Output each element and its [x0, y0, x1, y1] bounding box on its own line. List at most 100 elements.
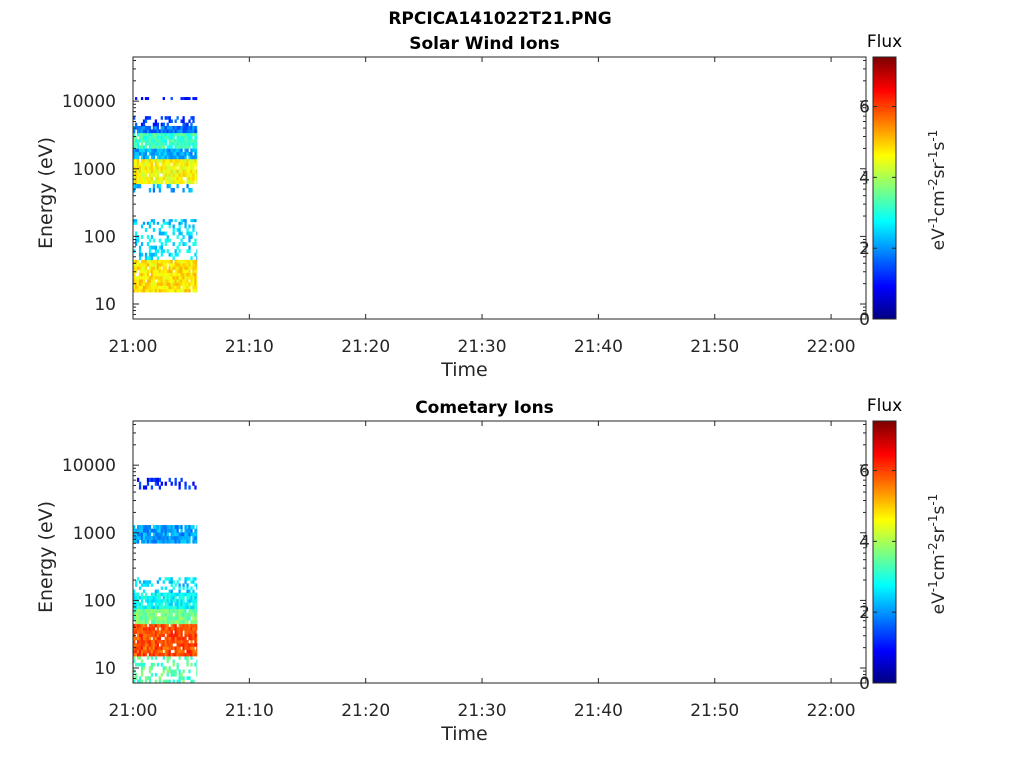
data-cell: [133, 221, 136, 225]
colorbar-frame: [872, 56, 897, 320]
data-cell: [194, 145, 197, 149]
data-cell: [140, 272, 144, 277]
data-cell: [133, 275, 136, 280]
data-cell: [170, 285, 173, 290]
data-cell: [172, 142, 175, 146]
colorbar-segment: [873, 257, 896, 261]
colorbar-segment: [873, 59, 896, 62]
data-cell: [172, 662, 175, 667]
data-cell: [168, 252, 171, 257]
data-cell: [178, 633, 181, 638]
colorbar-segment: [873, 111, 896, 115]
data-cell: [190, 142, 193, 146]
data-cell: [194, 539, 197, 544]
data-cell: [190, 169, 193, 174]
y-axis-label: Energy (eV): [35, 137, 57, 249]
colorbar-segment: [873, 482, 896, 485]
data-cell: [152, 188, 156, 193]
data-cell: [142, 122, 146, 127]
data-cell: [142, 139, 146, 143]
data-cell: [144, 263, 148, 267]
data-cell: [186, 151, 189, 156]
data-cell: [194, 592, 197, 597]
data-cell: [136, 627, 140, 631]
data-cell: [152, 662, 156, 667]
data-cell: [150, 148, 154, 153]
data-cell: [180, 219, 183, 223]
data-cell: [186, 620, 189, 625]
data-cell: [148, 238, 152, 243]
data-cell: [188, 119, 191, 123]
data-cell: [170, 577, 173, 581]
data-cell: [172, 652, 175, 657]
data-cell: [160, 646, 163, 650]
data-cell: [164, 116, 167, 120]
data-cell: [133, 592, 136, 597]
data-cell: [196, 616, 198, 621]
data-cell: [178, 481, 181, 486]
colorbar-segment: [873, 94, 896, 97]
data-cell: [162, 288, 165, 293]
data-cell: [160, 662, 163, 667]
data-cell: [192, 263, 195, 267]
data-cell: [156, 169, 160, 174]
data-cell: [154, 132, 158, 137]
data-cell: [178, 608, 181, 613]
data-cell: [172, 679, 175, 684]
data-cell: [138, 180, 142, 185]
data-cell: [190, 275, 193, 280]
colorbar-segment: [873, 120, 896, 123]
data-cell: [146, 158, 150, 163]
data-cell: [158, 148, 161, 153]
data-cell: [142, 119, 146, 123]
data-cell: [152, 608, 156, 613]
data-cell: [184, 259, 187, 264]
data-cell: [142, 176, 146, 181]
data-cell: [174, 599, 177, 603]
data-cell: [148, 595, 152, 600]
data-cell: [138, 608, 142, 613]
data-cell: [188, 592, 191, 597]
data-cell: [148, 249, 152, 254]
colorbar-segment: [873, 464, 896, 468]
data-cell: [192, 592, 195, 597]
data-cell: [170, 279, 173, 283]
data-cell: [178, 135, 181, 140]
data-cell: [142, 630, 146, 634]
data-cell: [134, 151, 138, 156]
data-cell: [156, 180, 160, 185]
data-cell: [146, 263, 150, 267]
data-cell: [166, 612, 169, 617]
data-cell: [136, 602, 140, 606]
data-cell: [196, 525, 198, 530]
data-cell: [158, 623, 161, 628]
data-cell: [190, 259, 193, 264]
data-cell: [162, 125, 165, 130]
data-cell: [150, 602, 154, 606]
data-cell: [152, 180, 156, 185]
colorbar-segment: [873, 667, 896, 671]
data-cell: [180, 627, 183, 631]
data-cell: [164, 643, 167, 647]
data-cell: [136, 158, 140, 163]
data-cell: [170, 275, 173, 280]
data-cell: [192, 285, 195, 290]
data-cell: [160, 586, 163, 590]
data-cell: [186, 249, 189, 254]
colorbar-segment: [873, 65, 896, 69]
data-cell: [190, 623, 193, 628]
data-cell: [144, 228, 148, 232]
data-cell: [178, 173, 181, 177]
data-cell: [148, 142, 152, 146]
data-cell: [152, 132, 156, 137]
colorbar-segment: [873, 680, 896, 684]
colorbar-segment: [873, 157, 896, 161]
data-cell: [154, 656, 158, 660]
data-cell: [172, 231, 175, 236]
colorbar-segment: [873, 284, 896, 287]
data-cell: [156, 532, 160, 537]
data-cell: [158, 135, 161, 140]
data-cell: [174, 288, 177, 293]
colorbar-segment: [873, 486, 896, 490]
